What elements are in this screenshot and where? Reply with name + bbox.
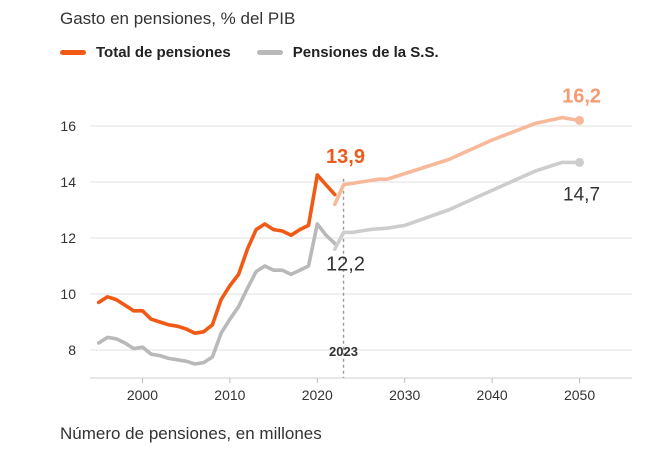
endpoint-dot-total: [575, 115, 585, 125]
legend-swatch-ss: [256, 50, 283, 55]
y-tick-label: 8: [68, 342, 76, 358]
y-tick-label: 14: [60, 174, 76, 190]
endpoint-dot-ss: [575, 157, 585, 167]
legend-swatch-total: [60, 50, 86, 55]
series-line-total-projection: [332, 115, 582, 207]
series-line-total-historical: [96, 173, 337, 336]
legend-item-ss: Pensiones de la S.S.: [256, 44, 439, 61]
x-tick-label: 2040: [477, 387, 508, 403]
data-label-ss-2023: 12,2: [326, 253, 365, 275]
projection-start-label: 2023: [329, 344, 358, 359]
legend-label-ss: Pensiones de la S.S.: [292, 44, 439, 61]
x-tick-label: 2010: [214, 387, 245, 403]
y-tick-label: 12: [60, 230, 76, 246]
data-label-total-2050: 16,2: [562, 85, 601, 107]
series-line-ss-projection: [332, 160, 582, 251]
legend: Total de pensiones Pensiones de la S.S.: [60, 44, 465, 61]
y-tick-label: 10: [60, 286, 76, 302]
y-tick-label: 16: [60, 118, 76, 134]
footer-caption: Número de pensiones, en millones: [60, 424, 322, 443]
data-label-total-2023: 13,9: [326, 146, 365, 168]
x-tick-label: 2050: [564, 387, 595, 403]
series-line-ss-historical: [96, 222, 337, 366]
legend-item-total: Total de pensiones: [60, 44, 231, 61]
data-label-ss-2050: 14,7: [563, 184, 600, 205]
legend-label-total: Total de pensiones: [96, 44, 231, 61]
x-tick-label: 2020: [302, 387, 333, 403]
chart-title: Gasto en pensiones, % del PIB: [60, 9, 296, 28]
line-chart: 8 10 12 14 16 2000 2010 2020 2030 2040 2050 2023 13,…: [60, 85, 632, 403]
x-tick-label: 2000: [127, 387, 158, 403]
x-tick-label: 2030: [389, 387, 420, 403]
